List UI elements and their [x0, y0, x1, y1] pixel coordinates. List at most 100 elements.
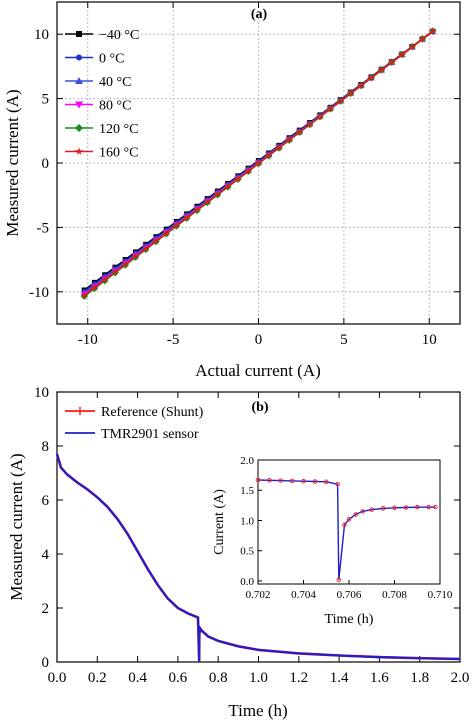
y-tick-label: 6: [42, 493, 50, 509]
panel-b-label: (b): [251, 400, 268, 415]
inset-reference-point: [360, 509, 365, 514]
data-point: [244, 167, 253, 175]
inset-reference-point: [336, 577, 342, 583]
inset-plot-frame: [257, 459, 441, 585]
inset-x-tick-label: 0.710: [428, 589, 453, 601]
data-point: [377, 66, 386, 74]
y-tick-label: -5: [37, 220, 50, 236]
data-point: [336, 97, 345, 105]
legend-marker: [76, 31, 82, 37]
data-point: [90, 283, 99, 291]
data-point: [305, 120, 314, 128]
inset-reference-point: [312, 479, 318, 484]
x-tick-label: 1.4: [330, 670, 349, 686]
data-point: [357, 81, 365, 89]
y-tick-label: 5: [42, 92, 50, 108]
series-5: [80, 27, 437, 299]
y-tick-label: -10: [29, 285, 49, 301]
data-point: [387, 58, 396, 66]
legend-label: Reference (Shunt): [101, 405, 204, 420]
data-point: [80, 291, 89, 299]
data-point: [121, 260, 130, 268]
data-point: [172, 221, 181, 229]
data-point: [285, 136, 294, 144]
legend-label: 0 °C: [99, 52, 124, 67]
inset-reference-point: [301, 478, 306, 484]
inset-reference-point: [324, 479, 329, 485]
inset-series-group: [255, 477, 438, 583]
x-tick-label: 0.8: [209, 670, 228, 686]
inset-reference-point: [335, 481, 340, 487]
x-tick-label: 0.2: [88, 670, 107, 686]
data-point: [100, 275, 109, 284]
x-tick-label: 10: [422, 332, 437, 348]
y-tick-label: 2: [42, 601, 50, 617]
inset-reference-point: [380, 506, 386, 511]
series-sensor-line: [55, 453, 461, 663]
x-tick-label: 1.2: [289, 670, 308, 686]
data-point: [162, 229, 171, 237]
data-point: [367, 73, 376, 82]
y-tick-label: 10: [34, 385, 49, 401]
y-tick-label: 10: [34, 27, 49, 43]
inset-y-tick-label: 0.0: [240, 576, 254, 588]
panel-a-y-axis-title: Measured current (A): [3, 89, 22, 236]
inset-ticks: 0.702 0.704 0.706 0.708 0.710 0.0 0.5 1.0 1.5 2.0: [240, 455, 453, 601]
data-point: [193, 205, 201, 214]
x-tick-label: 1.0: [249, 670, 268, 686]
inset-reference-point: [403, 505, 409, 510]
legend-marker: [75, 124, 83, 132]
legend-marker: [76, 54, 82, 61]
panel-a-ticks: -10 -5 0 5 10 -10 -5 0 5 10: [29, 2, 460, 348]
data-point: [182, 213, 191, 222]
panel-a-chart: -10 -5 0 5 10 -10 -5 0 5 10 (a) Actual current (A…: [3, 1, 461, 380]
y-tick-label: 4: [42, 547, 50, 563]
data-point: [408, 42, 417, 51]
inset-reference-point: [278, 478, 284, 483]
inset-reference-point: [415, 504, 420, 510]
legend-label: 120 °C: [99, 122, 138, 137]
panel-b-chart: 0.0 0.2 0.4 0.6 0.8 1.0 1.2 1.4 1.6 1.8 2.0 0 2 4 6 8 10…: [7, 385, 469, 720]
inset-reference-point: [267, 478, 272, 483]
data-point: [275, 143, 283, 152]
inset-reference-point: [346, 517, 352, 522]
x-tick-label: 1.6: [370, 670, 389, 686]
data-point: [418, 35, 427, 43]
inset-y-tick-label: 0.5: [240, 546, 254, 558]
panel-a-series-group: [80, 27, 437, 300]
legend-label: 40 °C: [99, 75, 131, 90]
inset-y-tick-label: 1.0: [240, 515, 254, 527]
legend-marker: [75, 101, 83, 109]
y-tick-label: 0: [42, 655, 50, 671]
x-tick-label: 5: [340, 332, 348, 348]
inset-reference-point: [353, 512, 359, 517]
x-tick-label: 2.0: [451, 670, 470, 686]
inset-reference-point: [433, 504, 438, 510]
inset-x-tick-label: 0.706: [337, 589, 362, 601]
data-point: [203, 198, 212, 206]
x-tick-label: 0: [255, 332, 263, 348]
x-tick-label: -5: [167, 332, 180, 348]
legend-label: −40 °C: [99, 28, 139, 43]
data-point: [213, 190, 222, 198]
data-point: [254, 159, 263, 167]
panel-b-x-axis-title: Time (h): [228, 701, 287, 720]
x-tick-label: 0.6: [169, 670, 188, 686]
data-point: [141, 244, 150, 253]
legend-marker: [75, 77, 83, 84]
data-point: [234, 174, 242, 183]
x-tick-label: -10: [78, 332, 98, 348]
panel-a-x-axis-title: Actual current (A): [195, 361, 321, 380]
panel-b-legend: Reference (Shunt) TMR2901 sensor: [65, 405, 204, 442]
x-tick-label: 0.0: [48, 670, 67, 686]
y-tick-label: 0: [42, 156, 50, 172]
inset-reference-point: [289, 478, 295, 484]
panel-a-label: (a): [251, 7, 268, 22]
inset-x-tick-label: 0.704: [291, 589, 316, 601]
inset-x-tick-label: 0.702: [246, 589, 271, 601]
inset-y-axis-title: Current (A): [212, 489, 227, 555]
legend-marker: [74, 147, 84, 156]
inset-reference-point: [255, 477, 261, 483]
y-tick-label: 8: [42, 439, 50, 455]
data-point: [111, 268, 119, 276]
